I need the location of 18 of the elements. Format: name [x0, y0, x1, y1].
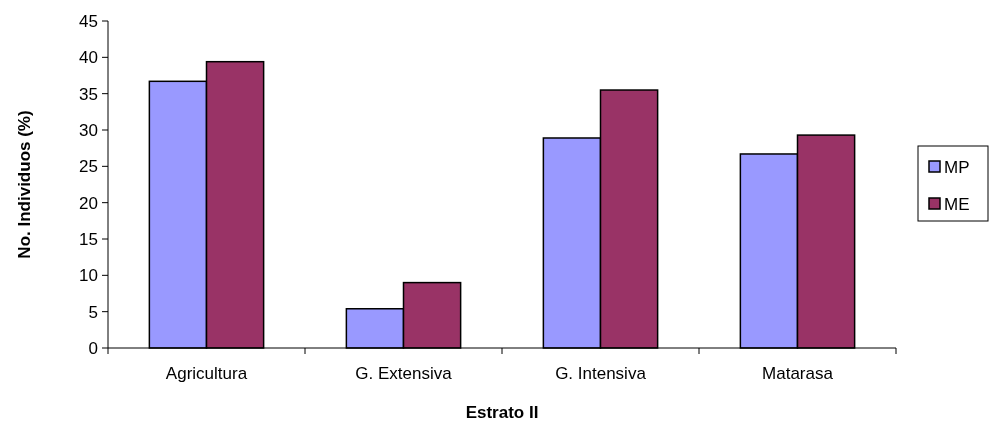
x-tick-label: G. Intensiva — [555, 364, 647, 383]
y-axis-title: No. Individuos (%) — [15, 110, 34, 259]
y-tick-label: 0 — [88, 338, 98, 358]
legend-label: MP — [944, 157, 970, 177]
x-tick-label: Agricultura — [165, 364, 248, 383]
y-tick-label: 40 — [79, 48, 98, 68]
y-tick-label: 10 — [79, 266, 98, 286]
x-tick-label: G. Extensiva — [355, 364, 453, 383]
y-tick-label: 35 — [79, 84, 98, 104]
y-tick-label: 15 — [79, 229, 98, 249]
y-tick-label: 25 — [79, 157, 98, 177]
y-tick-label: 5 — [88, 302, 98, 322]
legend-label: ME — [944, 194, 970, 214]
y-tick-label: 20 — [79, 193, 98, 213]
y-tick-label: 45 — [79, 11, 98, 31]
y-tick-label: 30 — [79, 120, 98, 140]
x-axis-title: Estrato II — [465, 403, 539, 422]
x-tick-label: Matarasa — [762, 364, 834, 383]
